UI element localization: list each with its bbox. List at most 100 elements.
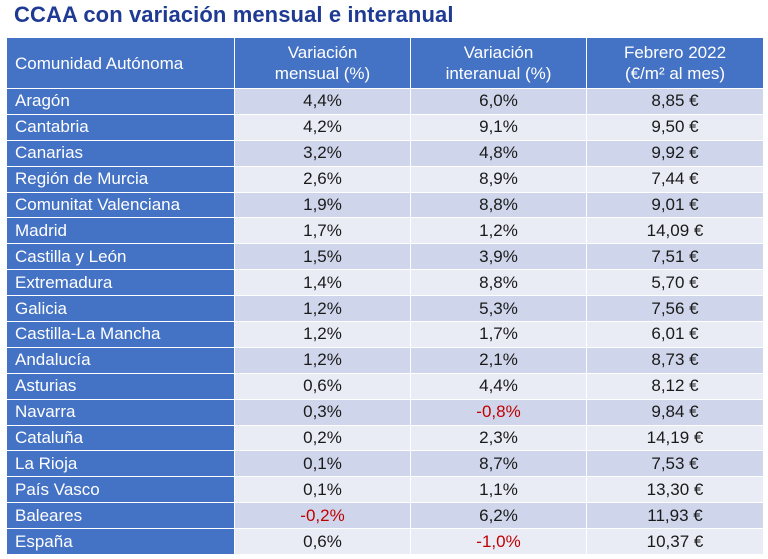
price-cell: 8,73 € bbox=[586, 346, 764, 374]
region-cell: Cataluña bbox=[6, 424, 235, 452]
table-row: Castilla y León 1,5% 3,9% 7,51 € bbox=[6, 243, 764, 271]
table-row: Canarias 3,2% 4,8% 9,92 € bbox=[6, 139, 764, 167]
annual-variation-cell: 2,3% bbox=[410, 424, 587, 452]
region-cell: Baleares bbox=[6, 502, 235, 530]
annual-variation-cell: 9,1% bbox=[410, 113, 587, 141]
annual-variation-cell: 1,7% bbox=[410, 321, 587, 348]
price-cell: 7,44 € bbox=[586, 165, 764, 193]
annual-variation-cell: 6,0% bbox=[410, 88, 587, 115]
annual-variation-cell: 8,9% bbox=[410, 165, 587, 193]
region-cell: Cantabria bbox=[6, 113, 235, 141]
price-cell: 10,37 € bbox=[586, 528, 764, 556]
monthly-variation-cell: 1,9% bbox=[234, 191, 411, 219]
rental-variation-table: Comunidad Autónoma Variación mensual (%)… bbox=[6, 37, 764, 556]
price-cell: 8,12 € bbox=[586, 372, 764, 400]
header-price: Febrero 2022 (€/m² al mes) bbox=[586, 37, 764, 89]
monthly-variation-cell: -0,2% bbox=[234, 502, 411, 530]
monthly-variation-cell: 0,6% bbox=[234, 528, 411, 556]
annual-variation-cell: 6,2% bbox=[410, 502, 587, 530]
region-cell: Asturias bbox=[6, 372, 235, 400]
header-price-line2: (€/m² al mes) bbox=[624, 64, 726, 83]
monthly-variation-cell: 1,4% bbox=[234, 269, 411, 297]
monthly-variation-cell: 0,3% bbox=[234, 398, 411, 426]
header-monthly-line1: Variación bbox=[287, 43, 358, 62]
annual-variation-cell: 2,1% bbox=[410, 346, 587, 374]
monthly-variation-cell: 0,2% bbox=[234, 424, 411, 452]
table-row: Cataluña 0,2% 2,3% 14,19 € bbox=[6, 424, 764, 452]
region-cell: País Vasco bbox=[6, 476, 235, 504]
price-cell: 9,84 € bbox=[586, 398, 764, 426]
header-region: Comunidad Autónoma bbox=[6, 37, 235, 89]
price-cell: 7,56 € bbox=[586, 295, 764, 323]
page-title: CCAA con variación mensual e interanual bbox=[14, 2, 454, 27]
price-cell: 6,01 € bbox=[586, 321, 764, 348]
price-cell: 11,93 € bbox=[586, 502, 764, 530]
price-cell: 9,50 € bbox=[586, 113, 764, 141]
region-cell: España bbox=[6, 528, 235, 556]
annual-variation-cell: -0,8% bbox=[410, 398, 587, 426]
annual-variation-cell: -1,0% bbox=[410, 528, 587, 556]
region-cell: Comunitat Valenciana bbox=[6, 191, 235, 219]
table-row: Galicia 1,2% 5,3% 7,56 € bbox=[6, 295, 764, 323]
region-cell: La Rioja bbox=[6, 450, 235, 478]
annual-variation-cell: 1,1% bbox=[410, 476, 587, 504]
table-row: Aragón 4,4% 6,0% 8,85 € bbox=[6, 88, 764, 115]
region-cell: Castilla-La Mancha bbox=[6, 321, 235, 348]
header-annual: Variación interanual (%) bbox=[410, 37, 587, 89]
table-row: Castilla-La Mancha 1,2% 1,7% 6,01 € bbox=[6, 321, 764, 348]
region-cell: Galicia bbox=[6, 295, 235, 323]
table-row: Extremadura 1,4% 8,8% 5,70 € bbox=[6, 269, 764, 297]
price-cell: 14,19 € bbox=[586, 424, 764, 452]
header-monthly: Variación mensual (%) bbox=[234, 37, 411, 89]
monthly-variation-cell: 1,5% bbox=[234, 243, 411, 271]
table-row: Baleares -0,2% 6,2% 11,93 € bbox=[6, 502, 764, 530]
monthly-variation-cell: 1,2% bbox=[234, 321, 411, 348]
region-cell: Castilla y León bbox=[6, 243, 235, 271]
table-row: Navarra 0,3% -0,8% 9,84 € bbox=[6, 398, 764, 426]
monthly-variation-cell: 0,1% bbox=[234, 450, 411, 478]
price-cell: 5,70 € bbox=[586, 269, 764, 297]
region-cell: Región de Murcia bbox=[6, 165, 235, 193]
monthly-variation-cell: 1,7% bbox=[234, 217, 411, 245]
table-row: Asturias 0,6% 4,4% 8,12 € bbox=[6, 372, 764, 400]
price-cell: 13,30 € bbox=[586, 476, 764, 504]
price-cell: 7,51 € bbox=[586, 243, 764, 271]
header-monthly-line2: mensual (%) bbox=[274, 64, 371, 83]
region-cell: Navarra bbox=[6, 398, 235, 426]
table-body: Aragón 4,4% 6,0% 8,85 € Cantabria 4,2% 9,1% 9,5… bbox=[6, 88, 764, 556]
region-cell: Madrid bbox=[6, 217, 235, 245]
annual-variation-cell: 8,8% bbox=[410, 191, 587, 219]
monthly-variation-cell: 3,2% bbox=[234, 139, 411, 167]
annual-variation-cell: 4,4% bbox=[410, 372, 587, 400]
annual-variation-cell: 4,8% bbox=[410, 139, 587, 167]
monthly-variation-cell: 2,6% bbox=[234, 165, 411, 193]
annual-variation-cell: 8,8% bbox=[410, 269, 587, 297]
annual-variation-cell: 5,3% bbox=[410, 295, 587, 323]
price-cell: 7,53 € bbox=[586, 450, 764, 478]
table-row: La Rioja 0,1% 8,7% 7,53 € bbox=[6, 450, 764, 478]
table-row: Comunitat Valenciana 1,9% 8,8% 9,01 € bbox=[6, 191, 764, 219]
price-cell: 9,92 € bbox=[586, 139, 764, 167]
region-cell: Andalucía bbox=[6, 346, 235, 374]
monthly-variation-cell: 0,6% bbox=[234, 372, 411, 400]
table-header-row: Comunidad Autónoma Variación mensual (%)… bbox=[6, 37, 764, 89]
price-cell: 8,85 € bbox=[586, 88, 764, 115]
monthly-variation-cell: 4,4% bbox=[234, 88, 411, 115]
region-cell: Aragón bbox=[6, 88, 235, 115]
price-cell: 9,01 € bbox=[586, 191, 764, 219]
annual-variation-cell: 3,9% bbox=[410, 243, 587, 271]
table-row: Cantabria 4,2% 9,1% 9,50 € bbox=[6, 113, 764, 141]
header-annual-line2: interanual (%) bbox=[445, 64, 552, 83]
table-row: Andalucía 1,2% 2,1% 8,73 € bbox=[6, 346, 764, 374]
region-cell: Canarias bbox=[6, 139, 235, 167]
price-cell: 14,09 € bbox=[586, 217, 764, 245]
table-row: España 0,6% -1,0% 10,37 € bbox=[6, 528, 764, 556]
annual-variation-cell: 8,7% bbox=[410, 450, 587, 478]
annual-variation-cell: 1,2% bbox=[410, 217, 587, 245]
header-annual-line1: Variación bbox=[463, 43, 534, 62]
region-cell: Extremadura bbox=[6, 269, 235, 297]
monthly-variation-cell: 1,2% bbox=[234, 346, 411, 374]
table-row: Región de Murcia 2,6% 8,9% 7,44 € bbox=[6, 165, 764, 193]
table-row: Madrid 1,7% 1,2% 14,09 € bbox=[6, 217, 764, 245]
monthly-variation-cell: 4,2% bbox=[234, 113, 411, 141]
